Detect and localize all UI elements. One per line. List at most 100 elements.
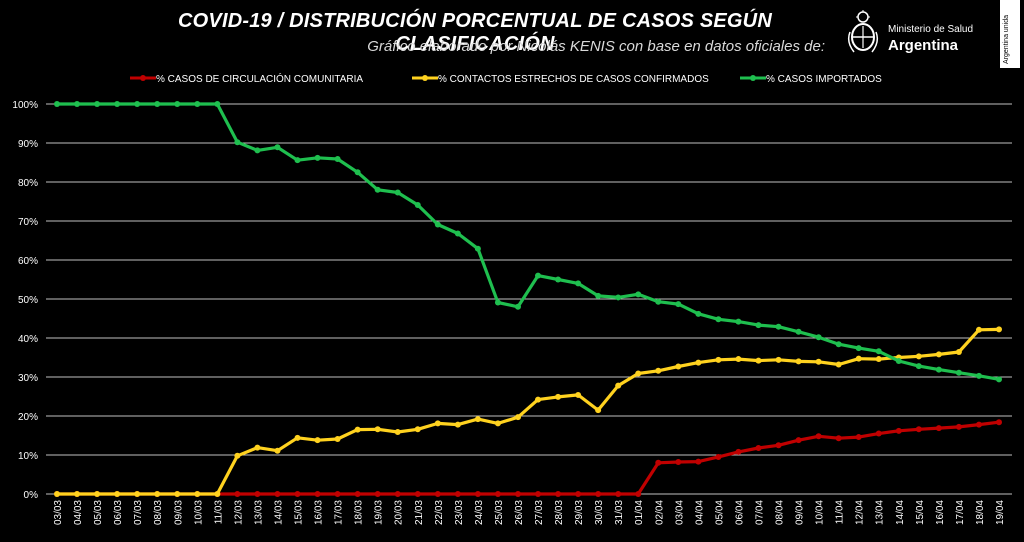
y-tick-label: 90% — [18, 139, 38, 150]
y-tick-label: 80% — [18, 178, 38, 189]
data-point — [535, 272, 542, 279]
data-point — [154, 491, 161, 497]
data-point — [154, 101, 161, 107]
data-point — [975, 372, 982, 379]
data-point — [394, 189, 401, 196]
data-point — [795, 358, 802, 365]
data-point — [314, 491, 321, 497]
data-point — [595, 407, 602, 414]
data-point — [354, 491, 361, 497]
data-point — [615, 382, 622, 389]
data-point — [915, 353, 922, 360]
x-tick-label: 31/03 — [614, 500, 625, 525]
data-point — [755, 322, 762, 329]
data-point — [494, 491, 501, 497]
data-point — [695, 458, 702, 465]
data-point — [234, 139, 241, 146]
data-point — [815, 358, 822, 365]
data-point — [414, 426, 421, 433]
data-point — [635, 491, 642, 497]
data-point — [494, 299, 501, 306]
data-point — [334, 436, 341, 443]
data-point — [655, 298, 662, 305]
chart-title: COVID-19 / DISTRIBUCIÓN PORCENTUAL DE CA… — [178, 10, 772, 55]
data-point — [775, 323, 782, 330]
y-tick-label: 60% — [18, 256, 38, 267]
legend-label: % CASOS IMPORTADOS — [766, 74, 882, 85]
data-point — [374, 491, 381, 497]
data-point — [695, 310, 702, 317]
x-tick-label: 18/03 — [354, 500, 365, 525]
x-tick-label: 07/04 — [754, 500, 765, 525]
series-line-3 — [57, 102, 1000, 381]
x-tick-label: 05/04 — [714, 500, 725, 525]
legend-label: % CONTACTOS ESTRECHOS DE CASOS CONFIRMAD… — [438, 74, 709, 85]
data-point — [835, 341, 842, 348]
data-point — [535, 491, 542, 497]
legend-marker — [750, 75, 756, 81]
x-tick-label: 26/03 — [514, 500, 525, 525]
data-point — [655, 459, 662, 466]
data-point — [835, 361, 842, 368]
data-point — [555, 276, 562, 283]
x-tick-label: 29/03 — [574, 500, 585, 525]
x-tick-label: 21/03 — [414, 500, 425, 525]
data-point — [855, 345, 862, 352]
data-point — [895, 358, 902, 365]
data-point — [615, 491, 622, 497]
data-point — [955, 349, 962, 356]
data-point — [595, 292, 602, 299]
data-point — [454, 491, 461, 497]
x-tick-label: 03/03 — [53, 500, 64, 525]
x-tick-label: 09/04 — [795, 500, 806, 525]
data-point — [955, 369, 962, 376]
data-point — [735, 318, 742, 325]
x-tick-label: 28/03 — [554, 500, 565, 525]
data-point — [94, 491, 101, 497]
x-tick-label: 10/04 — [815, 500, 826, 525]
data-point — [715, 316, 722, 323]
logo-line1: Ministerio de Salud — [888, 24, 974, 35]
data-point — [354, 169, 361, 176]
x-tick-label: 18/04 — [975, 500, 986, 525]
data-point — [675, 363, 682, 370]
x-tick-label: 22/03 — [434, 500, 445, 525]
data-point — [975, 326, 982, 333]
x-tick-label: 05/03 — [93, 500, 104, 525]
x-axis: 03/03 04/03 05/03 06/03 07/03 08/03 09/03 10/03… — [53, 500, 1006, 525]
data-point — [434, 420, 441, 427]
data-point — [755, 444, 762, 451]
data-point — [755, 357, 762, 364]
chart-subtitle: Gráfico elaborado por Nicolás KENIS con … — [367, 38, 825, 55]
x-tick-label: 16/03 — [314, 500, 325, 525]
data-point — [194, 101, 201, 107]
x-tick-label: 02/04 — [654, 500, 665, 525]
data-point — [875, 348, 882, 355]
x-tick-label: 10/03 — [193, 500, 204, 525]
data-point — [174, 101, 181, 107]
data-point — [955, 423, 962, 430]
data-point — [114, 491, 121, 497]
grid-layer: 0% 10% 20% 30% 40% 50% 60% 70% 80% 90% 100% — [12, 100, 1012, 501]
data-point — [996, 326, 1002, 333]
data-point — [314, 154, 321, 161]
data-point — [815, 334, 822, 341]
ministerio-logo: Ministerio de Salud Argentina — [842, 10, 992, 60]
data-point — [855, 434, 862, 441]
data-point — [494, 420, 501, 427]
data-point — [715, 453, 722, 460]
x-tick-label: 15/03 — [294, 500, 305, 525]
data-point — [575, 491, 582, 497]
x-tick-label: 11/03 — [213, 500, 224, 525]
data-point — [94, 101, 101, 107]
x-tick-label: 08/04 — [775, 500, 786, 525]
data-point — [915, 363, 922, 370]
data-point — [575, 391, 582, 398]
data-point — [935, 351, 942, 358]
data-point — [474, 491, 481, 497]
data-point — [855, 355, 862, 362]
data-point — [915, 426, 922, 433]
x-tick-label: 06/04 — [734, 500, 745, 525]
data-point — [935, 425, 942, 432]
x-tick-label: 12/03 — [233, 500, 244, 525]
